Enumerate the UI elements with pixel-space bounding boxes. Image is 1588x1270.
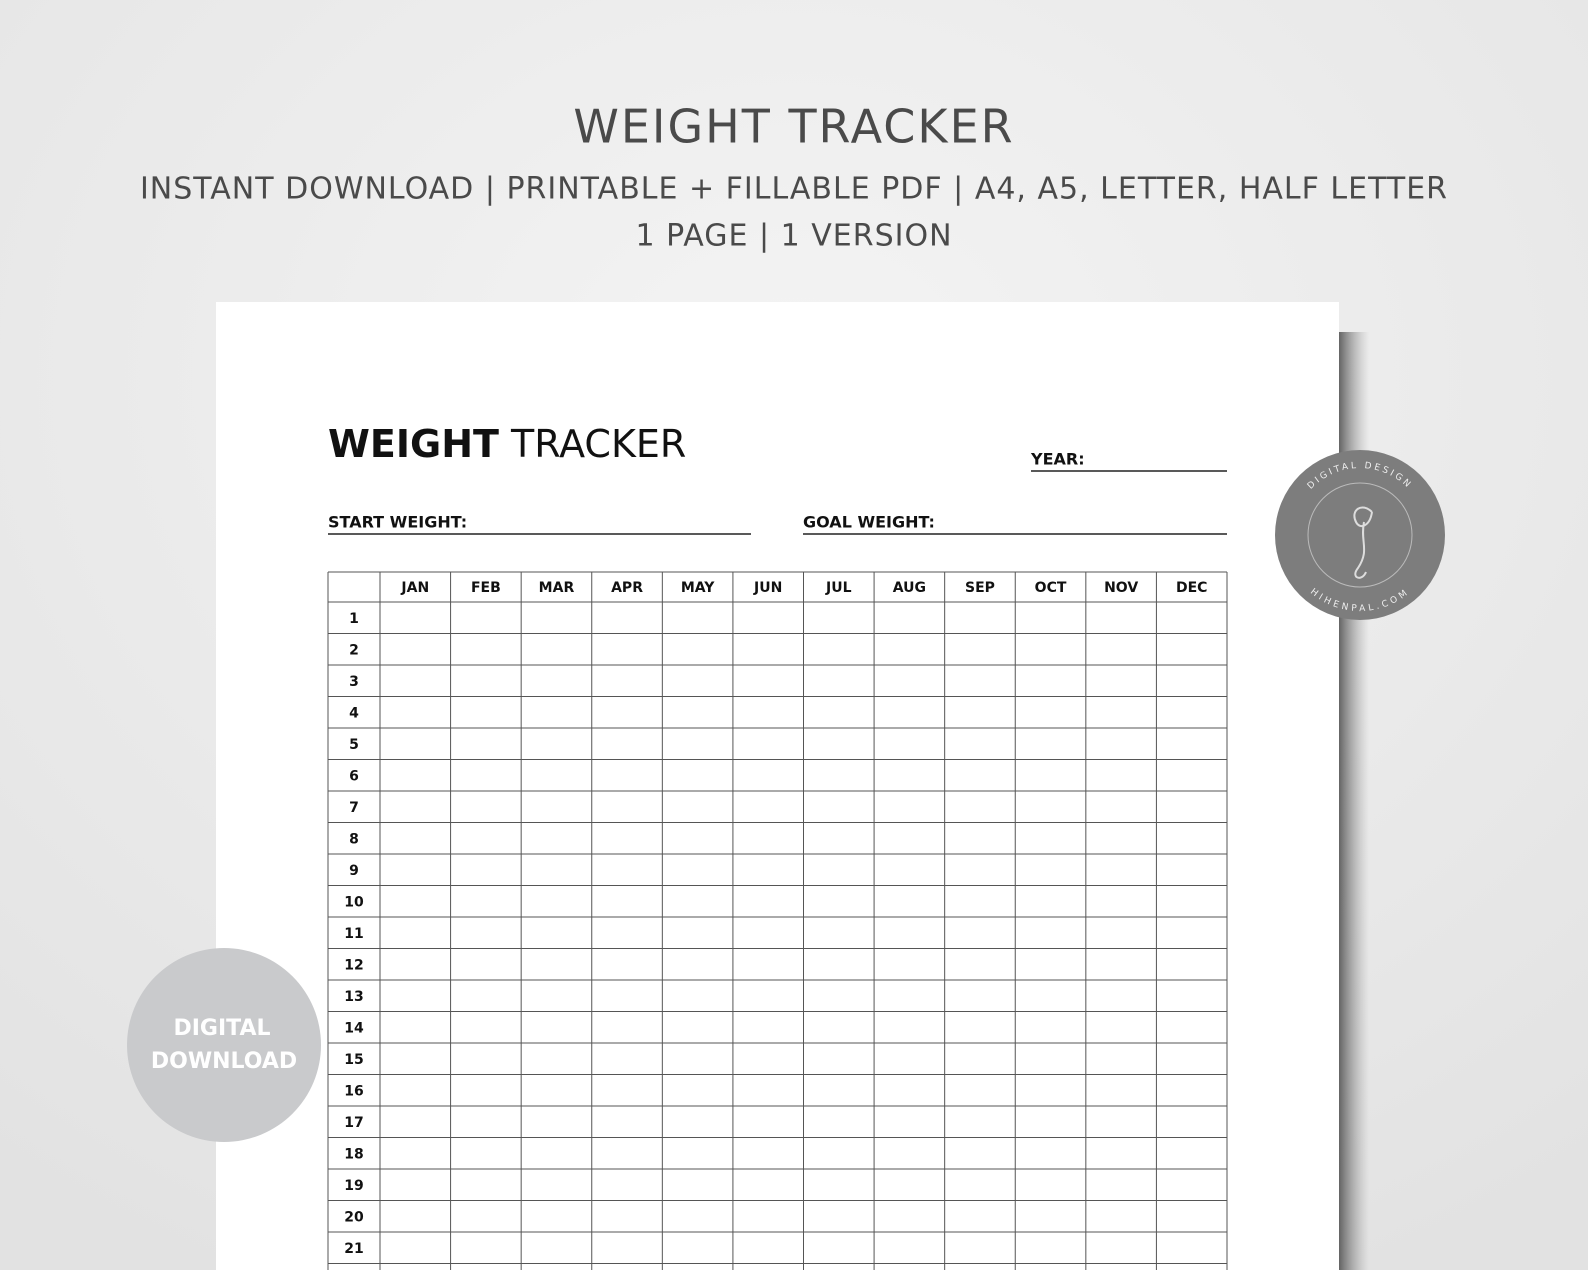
title: WEIGHT TRACKER xyxy=(573,100,1014,154)
row-number: 16 xyxy=(344,1083,363,1099)
details: 1 PAGE | 1 VERSION xyxy=(635,219,952,254)
month-header: JAN xyxy=(400,580,429,596)
row-number: 17 xyxy=(344,1115,363,1131)
table: JAN FEB MAR APR MAY JUN JUL AUG SEP OCT NOV DEC1234… xyxy=(327,571,1228,1270)
row-number: 12 xyxy=(344,957,363,973)
row-number: 20 xyxy=(344,1209,364,1225)
logo xyxy=(1275,450,1445,620)
row-number: 15 xyxy=(344,1052,363,1068)
row-number: 3 xyxy=(349,674,359,690)
month-header: APR xyxy=(611,580,643,596)
badge-text: DOWNLOAD xyxy=(151,1049,297,1074)
sheet-title: WEIGHT TRACKER xyxy=(328,422,686,466)
row-number: 1 xyxy=(349,611,359,627)
row-number: 10 xyxy=(344,894,364,910)
month-header: MAR xyxy=(539,580,575,596)
goal-label: GOAL WEIGHT: xyxy=(803,513,935,532)
row-number: 7 xyxy=(349,800,359,816)
row-number: 4 xyxy=(349,705,359,721)
row-number: 8 xyxy=(349,831,359,847)
year-label: YEAR: xyxy=(1030,450,1085,469)
month-header: DEC xyxy=(1176,580,1207,596)
logo-ring xyxy=(1307,482,1413,588)
title-bold: WEIGHT xyxy=(328,422,499,466)
badge xyxy=(127,948,321,1142)
month-header: JUL xyxy=(825,580,852,596)
row-number: 2 xyxy=(349,642,359,658)
month-header: SEP xyxy=(965,580,995,596)
title-light: TRACKER xyxy=(510,422,686,466)
month-header: JUN xyxy=(753,580,782,596)
row-number: 5 xyxy=(349,737,359,753)
month-header: AUG xyxy=(893,580,926,596)
month-header: NOV xyxy=(1104,580,1138,596)
month-header: MAY xyxy=(681,580,715,596)
row-number: 9 xyxy=(349,863,359,879)
badge-text: DIGITAL xyxy=(173,1016,270,1041)
logo-rose xyxy=(1353,506,1373,579)
row-number: 21 xyxy=(344,1241,363,1257)
subtitle: INSTANT DOWNLOAD | PRINTABLE + FILLABLE … xyxy=(140,172,1448,207)
row-number: 13 xyxy=(344,989,363,1005)
row-number: 6 xyxy=(349,768,359,784)
row-number: 19 xyxy=(344,1178,363,1194)
row-number: 14 xyxy=(344,1020,364,1036)
row-number: 11 xyxy=(344,926,363,942)
start-label: START WEIGHT: xyxy=(328,513,467,532)
month-header: OCT xyxy=(1035,580,1067,596)
row-number: 18 xyxy=(344,1146,363,1162)
month-header: FEB xyxy=(471,580,501,596)
paper xyxy=(216,302,1339,1270)
